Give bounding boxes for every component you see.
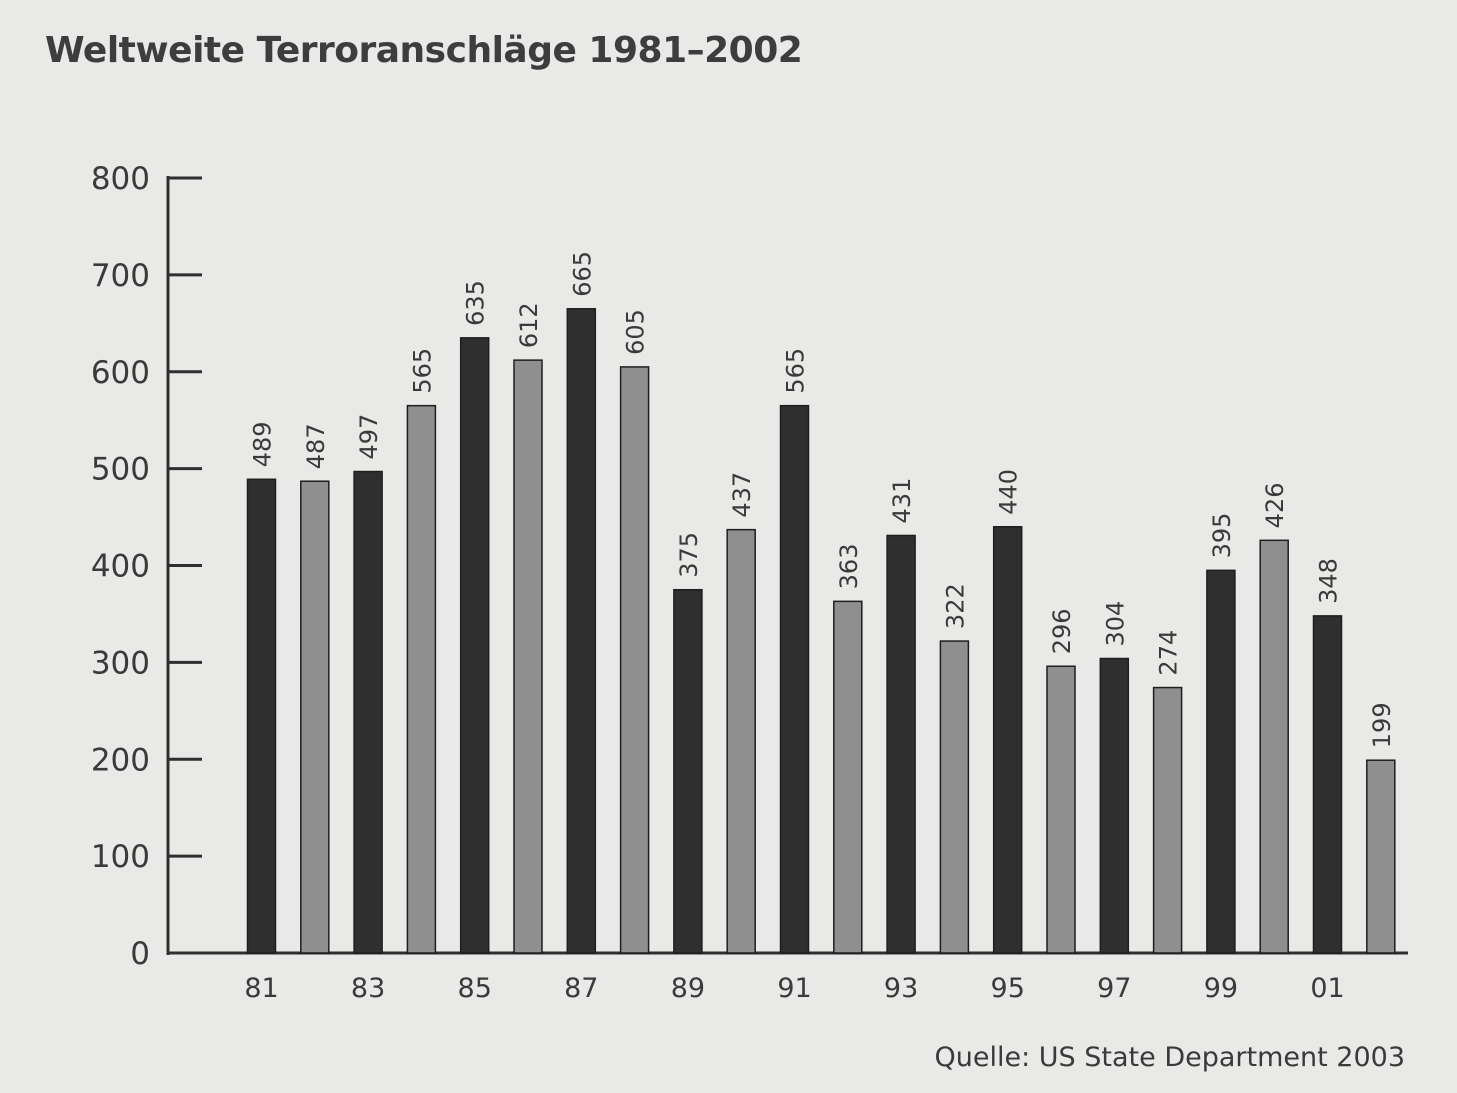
x-tick-label: 89 xyxy=(671,973,705,1004)
y-tick-label: 400 xyxy=(91,549,150,585)
bar xyxy=(1152,686,1183,954)
bar xyxy=(619,366,650,954)
y-tick-label: 600 xyxy=(91,355,150,391)
bar xyxy=(992,526,1023,954)
bar xyxy=(1099,657,1130,954)
bar xyxy=(1312,615,1343,954)
x-tick-label: 97 xyxy=(1097,973,1131,1004)
bar xyxy=(1366,759,1396,954)
source-note: Quelle: US State Department 2003 xyxy=(934,1042,1405,1073)
x-tick-label: 85 xyxy=(458,973,492,1004)
y-tick-label: 200 xyxy=(91,742,150,778)
bar-value-label: 375 xyxy=(675,532,703,578)
bar xyxy=(673,588,703,954)
bar-value-label: 363 xyxy=(835,544,863,590)
bar-value-label: 487 xyxy=(302,423,330,469)
x-tick-label: 93 xyxy=(884,973,918,1004)
x-tick-label: 95 xyxy=(991,973,1025,1004)
chart-title: Weltweite Terroranschläge 1981–2002 xyxy=(45,30,803,71)
bar-value-label: 489 xyxy=(249,421,277,467)
bar xyxy=(566,308,597,954)
bar-value-label: 274 xyxy=(1155,630,1183,676)
value-labels-group: 489 487 497 565 635 612 665 605 375 437 565 363 431 3… xyxy=(249,251,1396,748)
bar-value-label: 199 xyxy=(1368,702,1396,748)
bar xyxy=(833,600,863,954)
bar xyxy=(459,337,490,954)
y-tick-label: 300 xyxy=(91,645,150,681)
bar-value-label: 665 xyxy=(568,251,596,297)
x-tick-label: 01 xyxy=(1310,973,1344,1004)
bar xyxy=(300,480,330,954)
y-axis: 0 100 200 300 400 500 600 700 800 xyxy=(91,161,202,972)
bar xyxy=(1259,539,1289,954)
bar-value-label: 635 xyxy=(462,280,490,326)
x-tick-label: 81 xyxy=(244,973,278,1004)
bar-value-label: 431 xyxy=(888,478,916,524)
bar xyxy=(513,359,543,954)
bar xyxy=(1046,665,1076,954)
bar-value-label: 497 xyxy=(355,414,383,460)
bar-value-label: 565 xyxy=(408,348,436,394)
bars-group xyxy=(246,308,1396,954)
x-tick-label: 87 xyxy=(564,973,598,1004)
y-tick-label: 700 xyxy=(91,258,150,294)
y-tick-label: 800 xyxy=(91,161,150,197)
bar xyxy=(353,470,383,954)
bar-value-label: 426 xyxy=(1261,483,1289,529)
bar-value-label: 322 xyxy=(941,583,969,629)
x-axis: 81 83 85 87 89 91 93 95 97 99 01 xyxy=(167,951,1408,1004)
bar-value-label: 296 xyxy=(1048,608,1076,654)
bar-value-label: 440 xyxy=(995,469,1023,515)
x-tick-label: 91 xyxy=(777,973,811,1004)
bar xyxy=(1206,569,1236,954)
x-tick-label: 99 xyxy=(1204,973,1238,1004)
y-tick-label: 500 xyxy=(91,452,150,488)
bar xyxy=(886,534,916,954)
bar-value-label: 605 xyxy=(622,309,650,355)
bar xyxy=(406,404,437,954)
bar-value-label: 395 xyxy=(1208,513,1236,559)
bar xyxy=(779,404,810,954)
x-tick-label: 83 xyxy=(351,973,385,1004)
bar-value-label: 304 xyxy=(1101,601,1129,647)
bar xyxy=(246,478,277,954)
y-tick-label: 0 xyxy=(130,936,150,972)
bar-value-label: 612 xyxy=(515,302,543,348)
bar-value-label: 565 xyxy=(782,348,810,394)
bar xyxy=(726,528,756,954)
bar-value-label: 348 xyxy=(1315,558,1343,604)
bar xyxy=(939,640,970,954)
bar-value-label: 437 xyxy=(728,472,756,518)
y-tick-label: 100 xyxy=(91,839,150,875)
